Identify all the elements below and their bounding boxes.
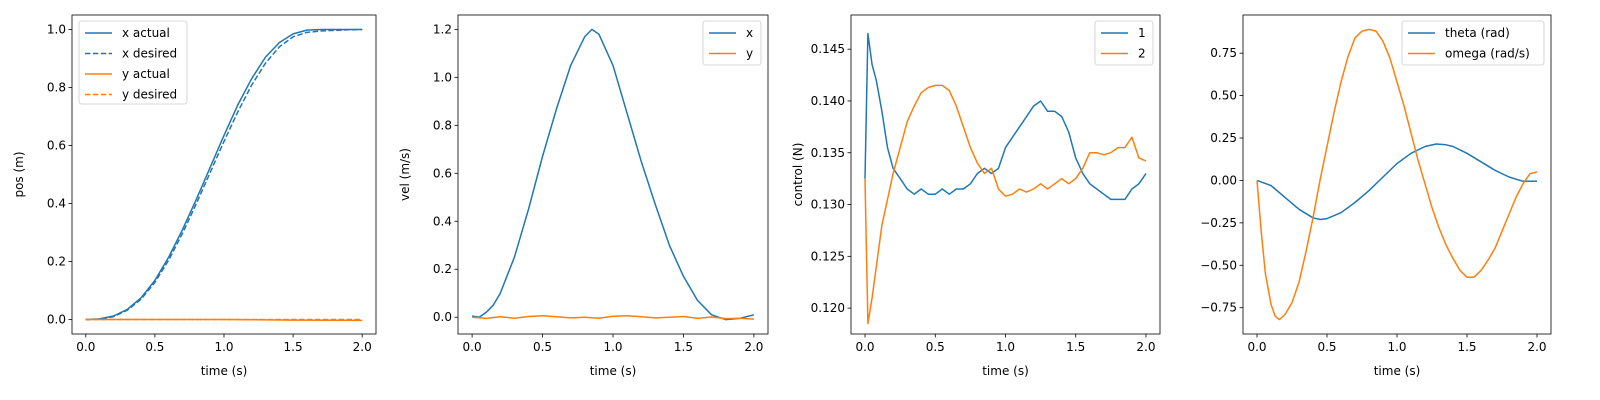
plot-area: [864, 32, 1147, 325]
y-tick-label: 0.145: [811, 42, 845, 56]
legend-entry: y desired: [122, 88, 177, 102]
y-tick-label: −0.25: [1200, 216, 1237, 230]
legend: theta (rad) omega (rad/s): [1401, 20, 1545, 66]
x-tick-label: 1.0: [1387, 340, 1406, 354]
series-line-2: [472, 315, 754, 320]
y-tick-label: 0.135: [811, 146, 845, 160]
chart-1: 0.0 0.5 1.0 1.5 2.0 0.0 0.2 0.4 0.6 0.8 1.0 time (s…: [12, 14, 377, 378]
legend-entry: y actual: [122, 67, 170, 81]
y-tick-label: 0.4: [433, 214, 452, 228]
y-tick-label: 0.120: [811, 301, 845, 315]
x-tick-label: 1.0: [214, 340, 233, 354]
x-tick-label: 1.5: [1457, 340, 1476, 354]
x-axis-label: time (s): [590, 364, 637, 378]
y-tick-label: 0.0: [47, 313, 66, 327]
x-axis-label: time (s): [201, 364, 248, 378]
series-line-2: [1256, 28, 1538, 321]
y-tick-label: 0.2: [433, 262, 452, 276]
x-tick-label: 1.5: [674, 340, 693, 354]
chart-2: 0.0 0.5 1.0 1.5 2.0 0.0 0.2 0.4 0.6 0.8 1.0 1.2 time…: [398, 14, 769, 378]
legend-entry: 2: [1138, 47, 1146, 61]
series-line-2: [85, 28, 363, 321]
y-tick-label: 0.00: [1210, 173, 1237, 187]
y-tick-label: 0.125: [811, 249, 845, 263]
x-tick-label: 2.0: [353, 340, 372, 354]
series-line-1: [85, 28, 363, 321]
series-line-1: [864, 32, 1147, 201]
x-tick-label: 0.5: [533, 340, 552, 354]
y-tick-label: 1.0: [47, 23, 66, 37]
x-tick-label: 1.5: [284, 340, 303, 354]
legend-entry: x: [746, 26, 753, 40]
legend-frame: [1401, 20, 1545, 66]
x-tick-label: 0.5: [1317, 340, 1336, 354]
y-axis-label: pos (m): [12, 151, 26, 197]
y-axis-label: vel (m/s): [398, 148, 412, 201]
y-tick-label: 0.6: [47, 139, 66, 153]
y-tick-label: 0.6: [433, 166, 452, 180]
legend-entry: 1: [1138, 26, 1146, 40]
x-tick-label: 2.0: [1136, 340, 1155, 354]
y-tick-label: 1.0: [433, 70, 452, 84]
y-axis-label: control (N): [791, 143, 805, 207]
y-tick-label: 0.8: [433, 118, 452, 132]
legend: xy: [702, 20, 762, 66]
x-tick-label: 0.5: [145, 340, 164, 354]
series-line-1: [1256, 143, 1537, 221]
legend-entry: omega (rad/s): [1445, 47, 1530, 61]
y-tick-label: −0.50: [1200, 258, 1237, 272]
x-tick-label: 1.5: [1066, 340, 1085, 354]
y-tick-label: 0.25: [1210, 131, 1237, 145]
y-tick-label: 1.2: [433, 22, 452, 36]
x-axis-label: time (s): [982, 364, 1029, 378]
y-tick-label: 0.130: [811, 198, 845, 212]
x-tick-label: 0.0: [463, 340, 482, 354]
y-tick-label: 0.140: [811, 94, 845, 108]
plot-area: [85, 28, 363, 322]
chart-4: 0.0 0.5 1.0 1.5 2.0 −0.75 −0.50 −0.25 0.00 0.25 0.…: [1200, 14, 1552, 378]
y-tick-label: −0.75: [1200, 301, 1237, 315]
legend-entry: x actual: [122, 26, 170, 40]
legend-entry: y: [746, 47, 753, 61]
x-tick-label: 2.0: [744, 340, 763, 354]
x-tick-label: 1.0: [996, 340, 1015, 354]
y-tick-label: 0.0: [433, 310, 452, 324]
legend: 12: [1094, 20, 1154, 66]
x-tick-label: 0.5: [926, 340, 945, 354]
legend-entry: x desired: [122, 47, 177, 61]
x-axis-label: time (s): [1374, 364, 1421, 378]
y-tick-label: 0.4: [47, 197, 66, 211]
legend-entry: theta (rad): [1445, 26, 1510, 40]
x-tick-label: 0.0: [855, 340, 874, 354]
legend-frame: [78, 20, 188, 105]
y-tick-label: 0.8: [47, 81, 66, 95]
y-tick-label: 0.2: [47, 255, 66, 269]
y-tick-label: 0.75: [1210, 46, 1237, 60]
chart-3: 0.0 0.5 1.0 1.5 2.0 0.120 0.125 0.130 0.135 0.140…: [791, 14, 1161, 378]
series-line-1: [471, 28, 755, 321]
x-tick-label: 0.0: [76, 340, 95, 354]
x-tick-label: 0.0: [1247, 340, 1266, 354]
legend: x actual x desired y actual y desired: [78, 20, 188, 105]
y-tick-label: 0.50: [1210, 89, 1237, 103]
plot-area: [1256, 28, 1538, 321]
x-tick-label: 1.0: [603, 340, 622, 354]
series-line-2: [864, 84, 1147, 325]
x-tick-label: 2.0: [1527, 340, 1546, 354]
plot-area: [471, 28, 755, 321]
